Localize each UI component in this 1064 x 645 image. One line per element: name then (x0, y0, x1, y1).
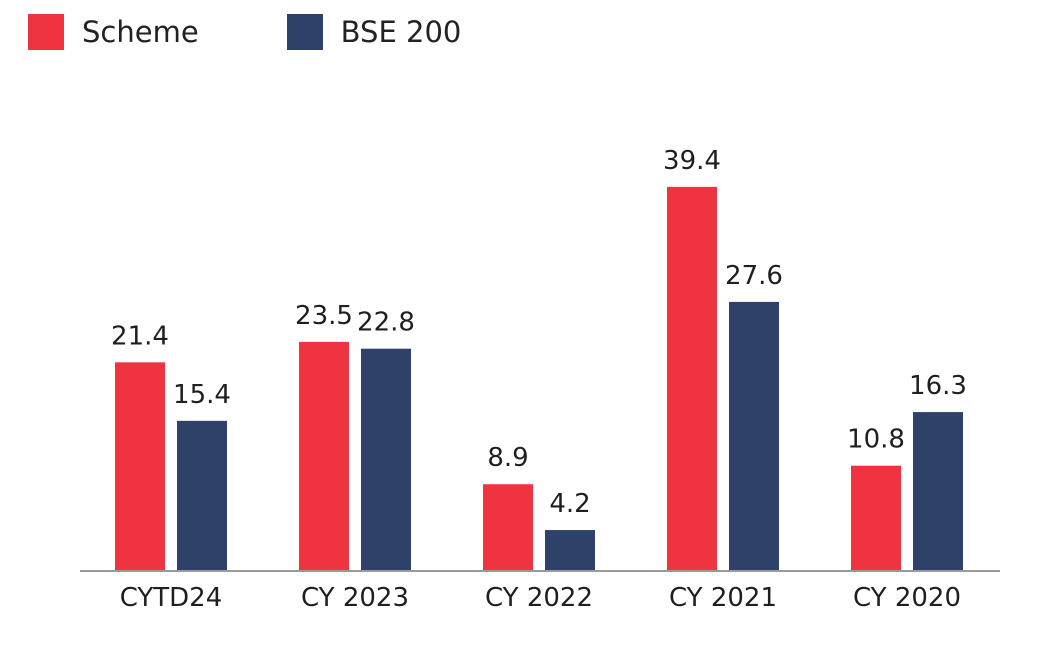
value-label-scheme-cy-2022: 8.9 (487, 443, 528, 473)
legend-item-scheme: Scheme (28, 14, 199, 50)
value-label-bse-200-cy-2020: 16.3 (909, 371, 967, 401)
value-label-bse-200-cy-2023: 22.8 (357, 308, 415, 338)
bar-scheme-cy-2020 (851, 465, 901, 571)
x-tick-label-cytd24: CYTD24 (120, 583, 223, 613)
value-label-scheme-cy-2020: 10.8 (847, 425, 905, 455)
value-label-scheme-cytd24: 21.4 (111, 321, 169, 351)
legend: Scheme BSE 200 (28, 12, 549, 52)
x-tick-label-cy-2021: CY 2021 (669, 583, 777, 613)
bar-bse-200-cy-2023 (361, 348, 411, 571)
bar-scheme-cy-2021 (667, 186, 717, 571)
value-label-bse-200-cytd24: 15.4 (173, 380, 231, 410)
value-label-scheme-cy-2021: 39.4 (663, 146, 721, 176)
legend-item-bse-200: BSE 200 (286, 14, 462, 50)
bar-scheme-cy-2022 (483, 484, 533, 571)
legend-swatch-bse-200 (286, 14, 323, 50)
value-label-bse-200-cy-2022: 4.2 (549, 489, 590, 519)
bar-group (115, 186, 963, 571)
bar-scheme-cytd24 (115, 362, 165, 571)
legend-swatch-scheme (28, 14, 64, 50)
x-tick-labels: CYTD24 CY 2023 CY 2022 CY 2021 CY 2020 (120, 583, 961, 613)
value-labels: 21.415.4 23.5 22.8 8.9 4.2 39.4 27.6 10.816.3 (111, 146, 967, 519)
x-tick-label-cy-2023: CY 2023 (301, 583, 409, 613)
legend-label-scheme: Scheme (82, 15, 199, 49)
x-tick-label-cy-2020: CY 2020 (853, 583, 961, 613)
x-tick-label-cy-2022: CY 2022 (485, 583, 593, 613)
bar-scheme-cy-2023 (299, 341, 349, 571)
value-label-bse-200-cy-2021: 27.6 (725, 261, 783, 291)
value-label-scheme-cy-2023: 23.5 (295, 301, 353, 331)
bar-bse-200-cytd24 (177, 420, 227, 571)
bar-bse-200-cy-2022 (545, 530, 595, 571)
bar-bse-200-cy-2021 (729, 301, 779, 571)
legend-label-bse-200: BSE 200 (340, 15, 462, 49)
bar-bse-200-cy-2020 (913, 412, 963, 571)
